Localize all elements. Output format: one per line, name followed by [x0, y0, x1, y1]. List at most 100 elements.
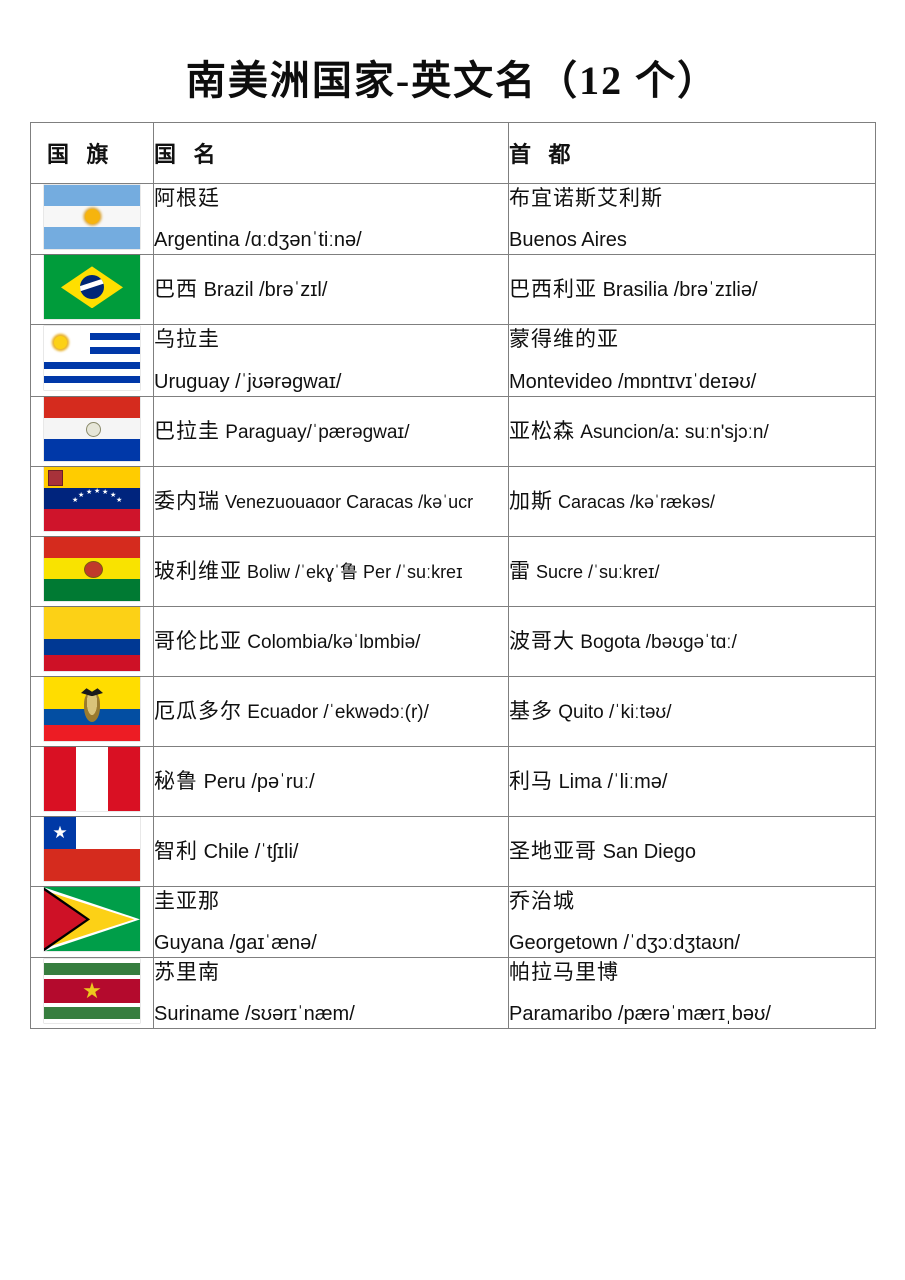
country-name-en: Boliw /ˈekɣˈ鲁 Per /ˈsuːkreɪ: [247, 562, 463, 583]
capital-cell: 雷 Sucre /ˈsuːkreɪ/: [508, 535, 876, 607]
flag-cell: [30, 254, 154, 326]
capital-name-zh: 布宜诺斯艾利斯: [509, 186, 663, 210]
table-header-row: 国 旗 国 名 首 都: [30, 122, 876, 184]
country-cell: 巴西 Brazil /brəˈzɪl/: [153, 254, 509, 326]
capital-cell: 加斯 Caracas /kəˈrækəs/: [508, 465, 876, 537]
paraguay-flag-icon: [44, 396, 140, 461]
flag-cell: [30, 324, 154, 397]
suriname-flag-icon: ★: [44, 958, 140, 1023]
table-row: ★ 苏里南 Suriname /sʊərɪˈnæm/ 帕拉马里博 Paramar…: [30, 957, 876, 1030]
capital-name-zh: 乔治城: [509, 888, 575, 913]
country-cell: 乌拉圭 Uruguay /ˈjʊərəgwaɪ/: [153, 324, 509, 397]
capital-name-zh: 利马: [509, 768, 553, 793]
capital-name-zh: 亚松森: [509, 418, 575, 443]
capital-cell: 波哥大 Bogota /bəʊgəˈtɑː/: [508, 605, 876, 677]
flag-cell: [30, 745, 154, 817]
brazil-flag-icon: [44, 255, 140, 320]
country-name-en: Argentina /ɑːdʒənˈtiːnə/: [154, 229, 362, 252]
table-row: 乌拉圭 Uruguay /ˈjʊərəgwaɪ/ 蒙得维的亚 Montevide…: [30, 324, 876, 397]
country-name-en: Paraguay/ˈpærəgwaɪ/: [225, 421, 410, 443]
flag-cell: [30, 675, 154, 747]
country-cell: 阿根廷 Argentina /ɑːdʒənˈtiːnə/: [153, 182, 509, 256]
table-row: 阿根廷 Argentina /ɑːdʒənˈtiːnə/ 布宜诺斯艾利斯 Bue…: [30, 182, 876, 256]
flag-cell: ★: [30, 957, 154, 1030]
capital-name-en: Buenos Aires: [509, 229, 627, 252]
country-cell: 苏里南 Suriname /sʊərɪˈnæm/: [153, 957, 509, 1030]
country-cell: 秘鲁 Peru /pəˈruː/: [153, 745, 509, 817]
country-cell: 圭亚那 Guyana /gaɪˈænə/: [153, 885, 509, 959]
uruguay-flag-icon: [44, 326, 140, 391]
country-name-en: Suriname /sʊərɪˈnæm/: [154, 1003, 355, 1026]
country-name-zh: 阿根廷: [154, 186, 220, 210]
country-cell: 委内瑞 Venezuouaɑor Caracas /kəˈucr: [153, 465, 509, 537]
capital-name-zh: 加斯: [509, 489, 553, 514]
table-row: 圭亚那 Guyana /gaɪˈænə/ 乔治城 Georgetown /ˈdʒ…: [30, 885, 876, 959]
capital-cell: 布宜诺斯艾利斯 Buenos Aires: [508, 182, 876, 256]
venezuela-flag-icon: ★ ★ ★ ★ ★ ★ ★: [44, 466, 140, 531]
table-row: 巴西 Brazil /brəˈzɪl/ 巴西利亚 Brasilia /brəˈz…: [30, 254, 876, 326]
country-cell: 巴拉圭 Paraguay/ˈpærəgwaɪ/: [153, 395, 509, 467]
country-name-zh: 秘鲁: [154, 768, 198, 793]
capital-name-en: Brasilia /brəˈzɪliə/: [602, 279, 758, 302]
country-name-en: Colombia/kəˈlɒmbiə/: [247, 631, 421, 653]
capital-name-en: Montevideo /mɒntɪvɪˈdeɪəʊ/: [509, 370, 757, 393]
country-name-en: Chile /ˈtʃɪli/: [203, 840, 299, 863]
capital-cell: 圣地亚哥 San Diego: [508, 815, 876, 887]
capital-name-en: Quito /ˈkiːtəʊ/: [558, 701, 672, 723]
capital-cell: 蒙得维的亚 Montevideo /mɒntɪvɪˈdeɪəʊ/: [508, 324, 876, 397]
peru-flag-icon: [44, 746, 140, 811]
bolivia-flag-icon: [44, 536, 140, 601]
ecuador-flag-icon: [44, 676, 140, 741]
capital-name-en: Sucre /ˈsuːkreɪ/: [536, 562, 660, 583]
capital-name-zh: 蒙得维的亚: [509, 327, 619, 352]
table-row: ★ ★ ★ ★ ★ ★ ★ 委内瑞 Venezuouaɑor Caracas /…: [30, 465, 876, 537]
country-name-en: Guyana /gaɪˈænə/: [154, 932, 317, 955]
column-header-capital: 首 都: [508, 122, 876, 184]
country-name-zh: 乌拉圭: [154, 327, 220, 352]
country-name-en: Uruguay /ˈjʊərəgwaɪ/: [154, 370, 342, 393]
flag-cell: [30, 885, 154, 959]
country-name-zh: 苏里南: [154, 960, 220, 985]
capital-name-en: San Diego: [602, 840, 696, 863]
table-body: 阿根廷 Argentina /ɑːdʒənˈtiːnə/ 布宜诺斯艾利斯 Bue…: [30, 182, 876, 1030]
table-row: 厄瓜多尔 Ecuador /ˈekwədɔː(r)/ 基多 Quito /ˈki…: [30, 675, 876, 747]
capital-name-en: Lima /ˈliːmə/: [558, 770, 668, 793]
capital-cell: 帕拉马里博 Paramaribo /pærəˈmærɪˌbəʊ/: [508, 957, 876, 1030]
table-row: 秘鲁 Peru /pəˈruː/ 利马 Lima /ˈliːmə/: [30, 745, 876, 817]
country-cell: 玻利维亚 Boliw /ˈekɣˈ鲁 Per /ˈsuːkreɪ: [153, 535, 509, 607]
capital-name-en: Caracas /kəˈrækəs/: [558, 492, 716, 513]
country-name-zh: 委内瑞: [154, 489, 220, 514]
capital-cell: 亚松森 Asuncion/a: suːn'sjɔːn/: [508, 395, 876, 467]
argentina-flag-icon: [44, 184, 140, 249]
country-name-zh: 哥伦比亚: [154, 628, 242, 653]
flag-cell: ★ ★ ★ ★ ★ ★ ★: [30, 465, 154, 537]
country-name-zh: 圭亚那: [154, 888, 220, 913]
capital-name-en: Bogota /bəʊgəˈtɑː/: [580, 631, 737, 653]
country-cell: 智利 Chile /ˈtʃɪli/: [153, 815, 509, 887]
column-header-flag: 国 旗: [30, 122, 154, 184]
table-row: 巴拉圭 Paraguay/ˈpærəgwaɪ/ 亚松森 Asuncion/a: …: [30, 395, 876, 467]
capital-cell: 巴西利亚 Brasilia /brəˈzɪliə/: [508, 254, 876, 326]
flag-cell: [30, 182, 154, 256]
country-name-zh: 智利: [154, 838, 198, 863]
capital-name-en: Paramaribo /pærəˈmærɪˌbəʊ/: [509, 1003, 771, 1026]
flag-cell: [30, 395, 154, 467]
flag-cell: [30, 535, 154, 607]
capital-name-en: Asuncion/a: suːn'sjɔːn/: [580, 421, 769, 443]
country-name-zh: 玻利维亚: [154, 559, 242, 584]
column-header-country: 国 名: [153, 122, 509, 184]
country-name-en: Venezuouaɑor Caracas /kəˈucr: [225, 492, 474, 513]
page-title: 南美洲国家-英文名（12 个）: [185, 58, 720, 103]
table-row: ★ 智利 Chile /ˈtʃɪli/ 圣地亚哥 San Diego: [30, 815, 876, 887]
table-row: 哥伦比亚 Colombia/kəˈlɒmbiə/ 波哥大 Bogota /bəʊ…: [30, 605, 876, 677]
country-name-en: Ecuador /ˈekwədɔː(r)/: [247, 701, 429, 723]
capital-name-zh: 帕拉马里博: [509, 960, 619, 985]
colombia-flag-icon: [44, 606, 140, 671]
capital-cell: 利马 Lima /ˈliːmə/: [508, 745, 876, 817]
country-name-zh: 厄瓜多尔: [154, 698, 242, 723]
country-name-zh: 巴西: [154, 277, 198, 302]
country-cell: 厄瓜多尔 Ecuador /ˈekwədɔː(r)/: [153, 675, 509, 747]
flag-cell: ★: [30, 815, 154, 887]
guyana-flag-icon: [44, 887, 140, 952]
flag-cell: [30, 605, 154, 677]
